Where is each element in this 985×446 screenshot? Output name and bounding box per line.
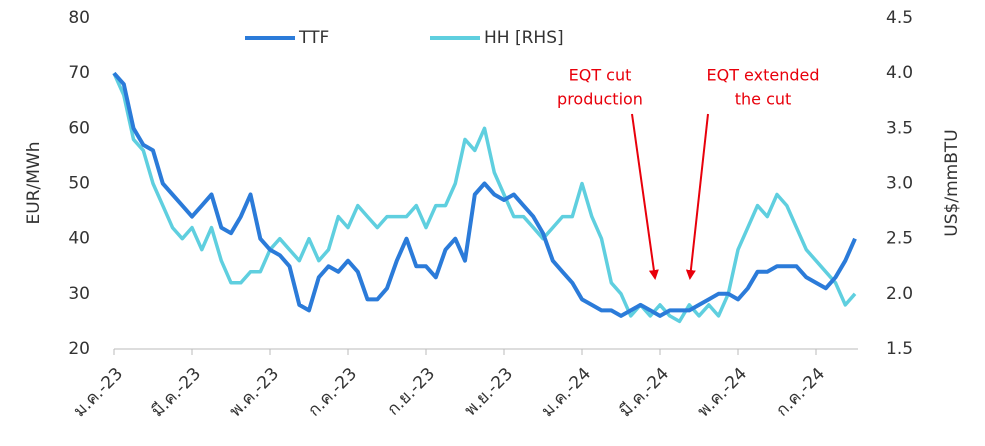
x-tick-label: ก.ย.-23 bbox=[383, 364, 439, 420]
legend-label: HH [RHS] bbox=[484, 28, 564, 48]
annotation: production bbox=[557, 90, 643, 109]
y-tick-label: 70 bbox=[68, 63, 90, 83]
x-tick-label: มี.ค.-23 bbox=[148, 364, 205, 421]
annotation: EQT cut bbox=[569, 66, 632, 85]
y2-tick-label: 4.5 bbox=[886, 8, 913, 28]
x-tick-label: พ.ย.-23 bbox=[461, 364, 517, 420]
y-tick-label: 60 bbox=[68, 118, 90, 138]
series-line bbox=[112, 71, 857, 318]
y2-tick-label: 3.5 bbox=[886, 118, 913, 138]
y-axis-label: EUR/MWh bbox=[24, 142, 44, 225]
arrow bbox=[631, 113, 659, 280]
annotation: the cut bbox=[735, 90, 792, 109]
y2-axis-label: US$/mmBTU bbox=[942, 129, 962, 236]
y2-tick-label: 4.0 bbox=[886, 63, 913, 83]
series-line bbox=[112, 72, 857, 324]
arrow bbox=[685, 113, 709, 280]
legend-label: TTF bbox=[298, 28, 329, 48]
y-tick-label: 50 bbox=[68, 174, 90, 194]
x-tick-label: ม.ค.-23 bbox=[70, 364, 127, 421]
y-tick-label: 40 bbox=[68, 229, 90, 249]
x-tick-label: พ.ค.-23 bbox=[226, 364, 283, 421]
x-tick-label: ม.ค.-24 bbox=[538, 364, 595, 421]
x-tick-label: ก.ค.-23 bbox=[304, 364, 361, 421]
y-tick-label: 30 bbox=[68, 284, 90, 304]
y-tick-label: 80 bbox=[68, 8, 90, 28]
y2-tick-label: 1.5 bbox=[886, 339, 913, 359]
x-tick-label: มี.ค.-24 bbox=[616, 364, 673, 421]
x-tick-label: พ.ค.-24 bbox=[694, 364, 751, 421]
y2-tick-label: 3.0 bbox=[886, 174, 913, 194]
y-tick-label: 20 bbox=[68, 339, 90, 359]
x-tick-label: ก.ค.-24 bbox=[772, 364, 829, 421]
annotation: EQT extended bbox=[706, 66, 819, 85]
y2-tick-label: 2.5 bbox=[886, 229, 913, 249]
y2-tick-label: 2.0 bbox=[886, 284, 913, 304]
